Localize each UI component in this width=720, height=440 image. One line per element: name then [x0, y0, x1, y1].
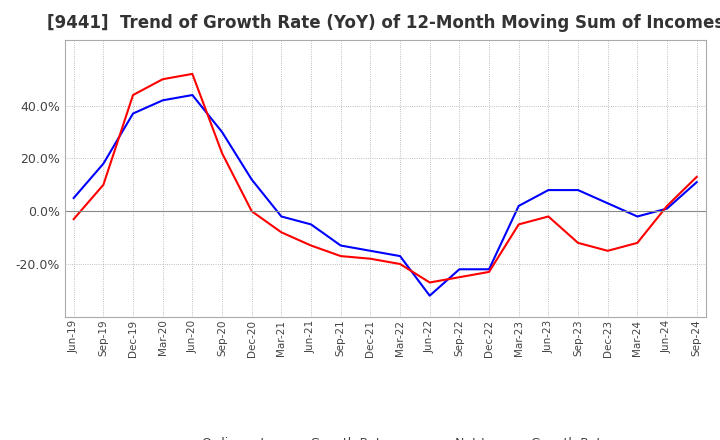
Net Income Growth Rate: [603, 248, 612, 253]
Ordinary Income Growth Rate: [633, 214, 642, 219]
Net Income Growth Rate: [455, 275, 464, 280]
Net Income Growth Rate: [69, 216, 78, 222]
Ordinary Income Growth Rate: [69, 195, 78, 201]
Ordinary Income Growth Rate: [248, 177, 256, 182]
Legend: Ordinary Income Growth Rate, Net Income Growth Rate: Ordinary Income Growth Rate, Net Income …: [156, 432, 614, 440]
Ordinary Income Growth Rate: [307, 222, 315, 227]
Ordinary Income Growth Rate: [455, 267, 464, 272]
Ordinary Income Growth Rate: [485, 267, 493, 272]
Ordinary Income Growth Rate: [514, 203, 523, 209]
Ordinary Income Growth Rate: [188, 92, 197, 98]
Ordinary Income Growth Rate: [396, 253, 405, 259]
Ordinary Income Growth Rate: [544, 187, 553, 193]
Net Income Growth Rate: [426, 280, 434, 285]
Net Income Growth Rate: [693, 174, 701, 180]
Ordinary Income Growth Rate: [426, 293, 434, 298]
Net Income Growth Rate: [662, 203, 671, 209]
Net Income Growth Rate: [366, 256, 374, 261]
Net Income Growth Rate: [217, 150, 226, 156]
Line: Ordinary Income Growth Rate: Ordinary Income Growth Rate: [73, 95, 697, 296]
Net Income Growth Rate: [336, 253, 345, 259]
Ordinary Income Growth Rate: [99, 161, 108, 166]
Line: Net Income Growth Rate: Net Income Growth Rate: [73, 74, 697, 282]
Net Income Growth Rate: [514, 222, 523, 227]
Net Income Growth Rate: [248, 209, 256, 214]
Net Income Growth Rate: [158, 77, 167, 82]
Net Income Growth Rate: [129, 92, 138, 98]
Ordinary Income Growth Rate: [662, 206, 671, 211]
Net Income Growth Rate: [396, 261, 405, 267]
Net Income Growth Rate: [544, 214, 553, 219]
Ordinary Income Growth Rate: [277, 214, 286, 219]
Net Income Growth Rate: [633, 240, 642, 246]
Title: [9441]  Trend of Growth Rate (YoY) of 12-Month Moving Sum of Incomes: [9441] Trend of Growth Rate (YoY) of 12-…: [47, 15, 720, 33]
Ordinary Income Growth Rate: [336, 243, 345, 248]
Ordinary Income Growth Rate: [158, 98, 167, 103]
Net Income Growth Rate: [188, 71, 197, 77]
Ordinary Income Growth Rate: [574, 187, 582, 193]
Ordinary Income Growth Rate: [217, 129, 226, 135]
Ordinary Income Growth Rate: [366, 248, 374, 253]
Net Income Growth Rate: [99, 182, 108, 187]
Ordinary Income Growth Rate: [129, 111, 138, 116]
Net Income Growth Rate: [574, 240, 582, 246]
Net Income Growth Rate: [277, 230, 286, 235]
Net Income Growth Rate: [485, 269, 493, 275]
Ordinary Income Growth Rate: [693, 180, 701, 185]
Net Income Growth Rate: [307, 243, 315, 248]
Ordinary Income Growth Rate: [603, 201, 612, 206]
